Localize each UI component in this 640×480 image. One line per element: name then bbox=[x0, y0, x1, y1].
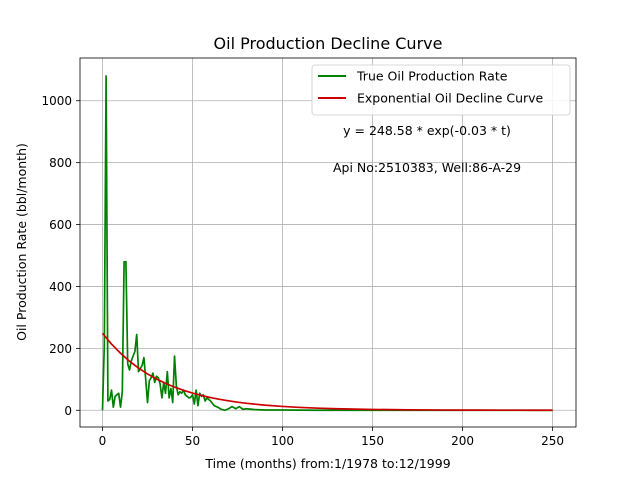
y-tick-label: 600 bbox=[49, 218, 72, 232]
y-axis-label: Oil Production Rate (bbl/month) bbox=[14, 143, 29, 341]
x-tick-label: 250 bbox=[541, 434, 564, 448]
y-tick-label: 400 bbox=[49, 280, 72, 294]
x-tick-label: 50 bbox=[185, 434, 200, 448]
x-tick-label: 0 bbox=[99, 434, 107, 448]
series-line-true-rate bbox=[101, 75, 553, 412]
x-tick-label: 100 bbox=[271, 434, 294, 448]
well-annotation: Api No:2510383, Well:86-A-29 bbox=[333, 160, 521, 175]
x-tick-label: 200 bbox=[451, 434, 474, 448]
x-tick-label: 150 bbox=[361, 434, 384, 448]
legend-label-true-rate: True Oil Production Rate bbox=[356, 69, 508, 84]
x-axis-label: Time (months) from:1/1978 to:12/1999 bbox=[204, 456, 450, 471]
equation-annotation: y = 248.58 * exp(-0.03 * t) bbox=[343, 123, 511, 138]
plot-frame bbox=[79, 57, 577, 428]
y-tick-label: 0 bbox=[64, 404, 72, 418]
legend-box bbox=[311, 64, 571, 116]
x-axis: 0 50 100 150 200 250 bbox=[99, 427, 564, 448]
y-tick-label: 200 bbox=[49, 342, 72, 356]
y-axis: 0 200 400 600 800 1000 bbox=[41, 94, 80, 418]
y-tick-label: 800 bbox=[49, 156, 72, 170]
y-tick-label: 1000 bbox=[41, 94, 72, 108]
chart-title: Oil Production Decline Curve bbox=[214, 34, 443, 53]
series-layer bbox=[101, 75, 553, 412]
legend: True Oil Production Rate Exponential Oil… bbox=[311, 64, 571, 116]
legend-label-decline-curve: Exponential Oil Decline Curve bbox=[357, 91, 544, 106]
plot-area bbox=[80, 58, 576, 427]
series-line-decline-curve bbox=[101, 332, 553, 412]
